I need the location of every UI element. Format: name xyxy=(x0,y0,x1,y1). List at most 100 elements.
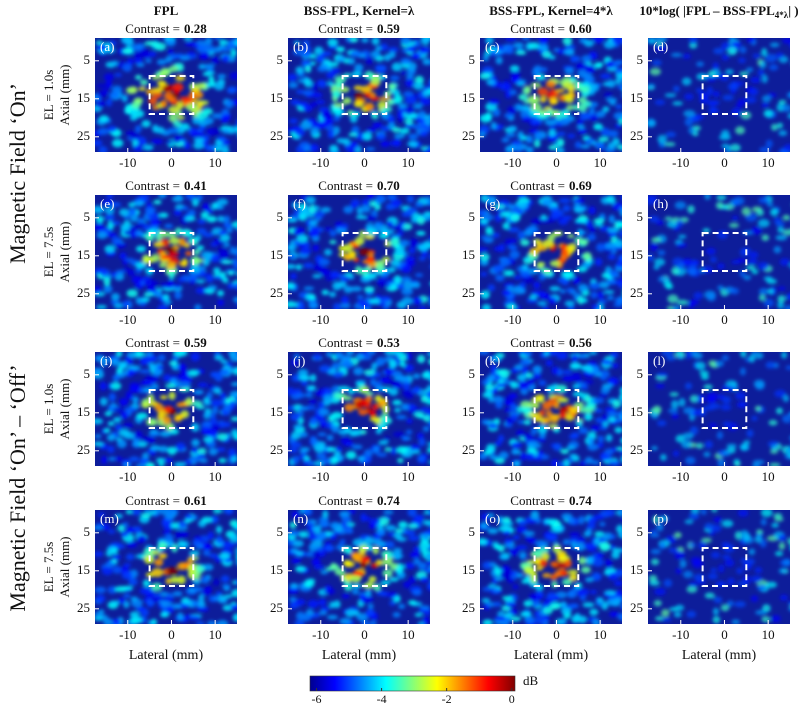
speckle xyxy=(293,40,301,45)
speckle xyxy=(666,220,677,228)
speckle xyxy=(128,132,141,139)
speckle xyxy=(428,582,430,589)
speckle xyxy=(428,300,430,306)
speckle xyxy=(696,61,705,67)
speckle xyxy=(142,579,151,588)
speckle xyxy=(302,104,313,112)
speckle xyxy=(339,539,346,546)
speckle xyxy=(794,118,800,125)
speckle xyxy=(215,447,226,452)
speckle xyxy=(382,256,391,263)
speckle xyxy=(121,570,133,580)
heatmap xyxy=(95,510,248,624)
speckle xyxy=(372,534,382,540)
speckle xyxy=(416,432,424,440)
speckle xyxy=(480,131,486,138)
speckle xyxy=(379,96,391,101)
speckle xyxy=(191,87,200,93)
speckle xyxy=(718,564,725,573)
speckle xyxy=(587,443,599,451)
y-tick-label: 15 xyxy=(630,247,643,262)
speckle xyxy=(582,602,595,608)
speckle xyxy=(422,533,429,541)
speckle xyxy=(171,603,184,609)
y-axis-label: Axial (mm) xyxy=(57,221,72,282)
speckle xyxy=(427,88,430,93)
speckle xyxy=(238,131,247,140)
speckle xyxy=(396,352,405,358)
speckle xyxy=(564,300,575,307)
speckle xyxy=(341,515,352,524)
speckle xyxy=(319,364,331,373)
speckle xyxy=(666,305,674,309)
speckle xyxy=(171,53,181,58)
speckle xyxy=(96,83,109,89)
speckle xyxy=(722,94,734,101)
speckle xyxy=(532,365,543,374)
speckle xyxy=(507,227,520,233)
speckle xyxy=(511,448,518,455)
row-label: EL = 1.0s xyxy=(41,384,56,435)
speckle xyxy=(596,601,604,607)
speckle xyxy=(303,286,315,291)
speckle xyxy=(775,234,788,241)
speckle xyxy=(525,107,532,113)
speckle xyxy=(230,382,237,387)
speckle xyxy=(187,369,199,377)
speckle xyxy=(397,111,404,119)
speckle xyxy=(760,510,773,518)
speckle xyxy=(135,200,145,206)
speckle xyxy=(594,408,603,413)
speckle xyxy=(376,452,388,457)
x-tick-label: 10 xyxy=(209,469,222,484)
speckle xyxy=(623,40,632,45)
speckle xyxy=(563,93,574,99)
speckle xyxy=(789,436,790,440)
speckle xyxy=(372,122,383,129)
speckle xyxy=(782,558,790,567)
title-text: 10*log( |FPL – BSS-FPL xyxy=(639,3,775,18)
speckle xyxy=(95,551,104,557)
speckle xyxy=(507,244,518,250)
speckle xyxy=(648,38,656,45)
speckle xyxy=(110,220,121,226)
speckle-layer xyxy=(480,38,632,152)
speckle xyxy=(793,411,800,417)
speckle xyxy=(732,215,739,221)
speckle xyxy=(131,101,142,108)
speckle xyxy=(196,101,204,108)
speckle xyxy=(219,271,227,279)
speckle xyxy=(528,225,537,232)
speckle xyxy=(348,148,356,152)
speckle xyxy=(135,124,142,133)
speckle xyxy=(372,583,382,592)
speckle xyxy=(388,51,396,59)
speckle xyxy=(404,95,417,105)
speckle xyxy=(504,238,513,247)
speckle xyxy=(621,518,622,522)
speckle xyxy=(240,589,248,594)
speckle xyxy=(360,85,372,93)
speckle xyxy=(361,198,371,207)
speckle xyxy=(692,352,703,360)
speckle xyxy=(326,614,339,620)
speckle xyxy=(236,302,237,307)
speckle xyxy=(323,59,331,65)
speckle xyxy=(319,610,328,616)
speckle xyxy=(157,354,166,362)
speckle xyxy=(349,575,362,583)
heatmap xyxy=(480,352,622,466)
speckle xyxy=(423,196,430,201)
contrast-value: 0.28 xyxy=(184,21,207,36)
speckle xyxy=(792,200,800,204)
speckle xyxy=(713,47,725,55)
title-subscript: 4*λ xyxy=(775,10,789,20)
speckle xyxy=(517,519,528,526)
speckle xyxy=(414,612,423,617)
speckle xyxy=(191,438,200,447)
speckle xyxy=(430,524,437,532)
speckle xyxy=(575,61,585,71)
speckle xyxy=(393,248,405,256)
speckle xyxy=(210,399,223,407)
speckle xyxy=(777,227,785,233)
